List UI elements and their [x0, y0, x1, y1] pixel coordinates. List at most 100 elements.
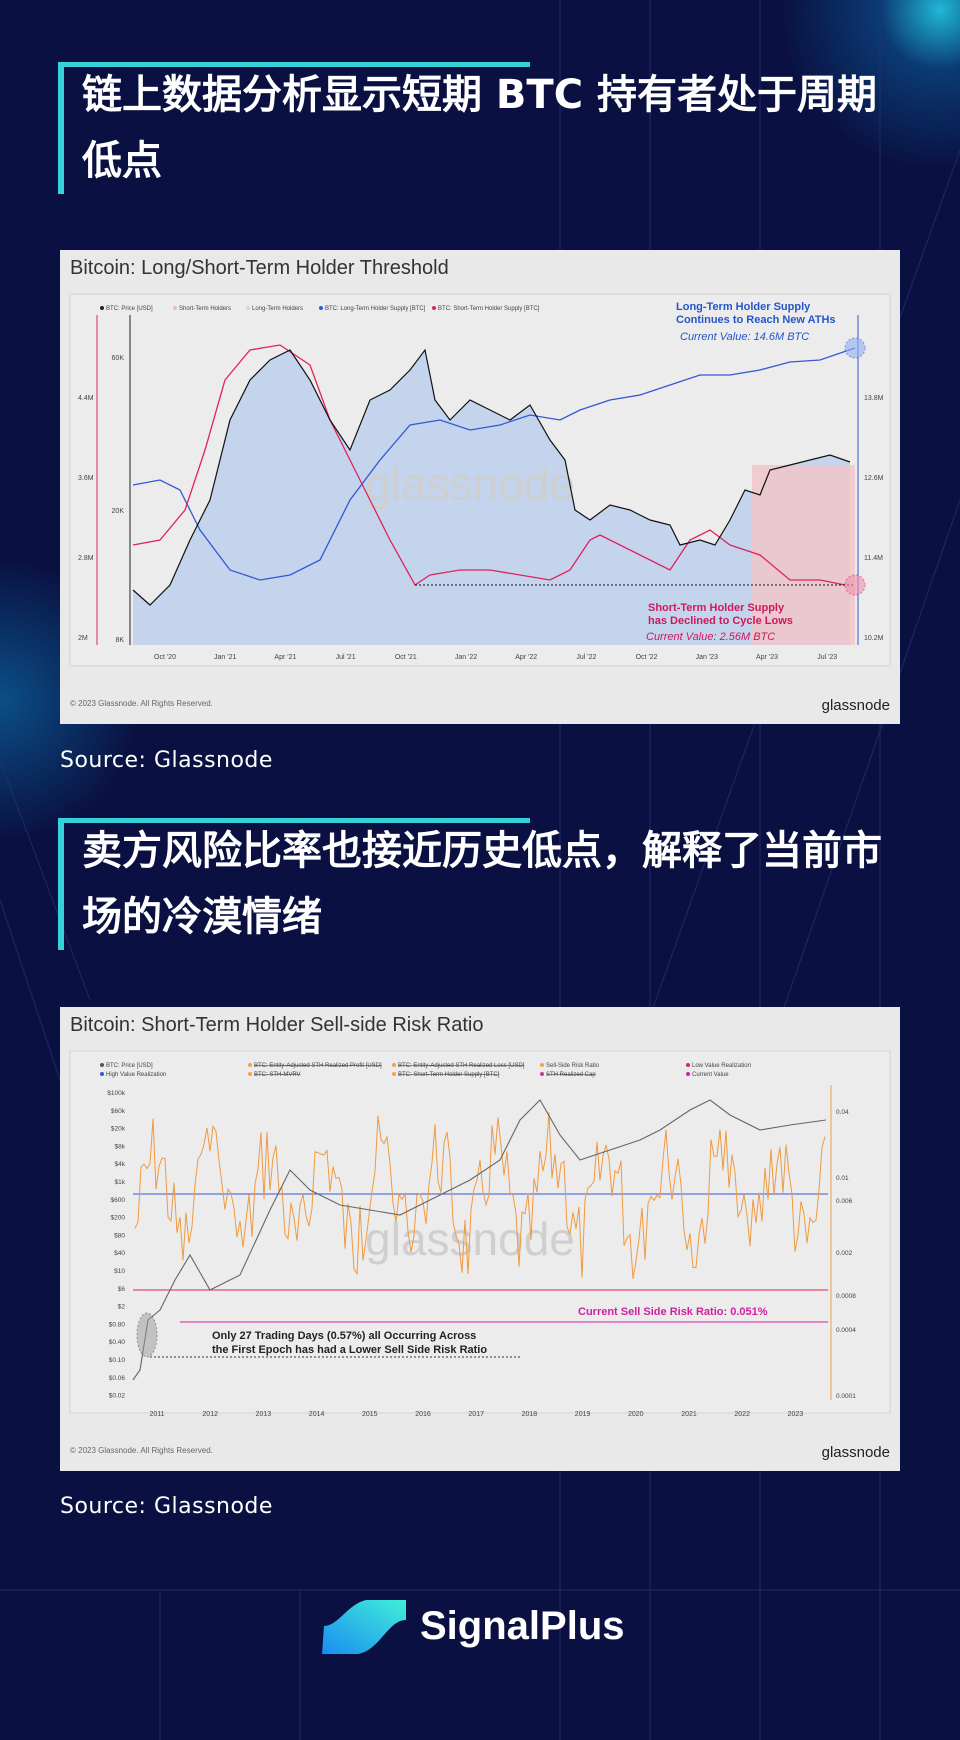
x-tick-label: Jan '21 — [214, 654, 236, 661]
annotation: Current Value: 14.6M BTC — [680, 331, 809, 343]
y2-tick-label: 0.0008 — [836, 1293, 856, 1300]
legend-item: BTC: Short-Term Holder Supply [BTC] — [438, 306, 540, 312]
y-tick-label: $100k — [107, 1090, 125, 1097]
highlight-region — [752, 465, 855, 645]
x-tick-label: 2017 — [468, 1411, 484, 1418]
annotation: has Declined to Cycle Lows — [648, 615, 793, 627]
y-tick-label: $60k — [111, 1108, 126, 1115]
x-tick-label: 2014 — [309, 1411, 325, 1418]
annotation: Short-Term Holder Supply — [648, 602, 785, 614]
y2-tick-label: 12.6M — [864, 475, 884, 482]
legend-item: BTC: Short-Term Holder Supply [BTC] — [398, 1072, 500, 1078]
legend-dot — [432, 306, 436, 310]
x-tick-label: 2015 — [362, 1411, 378, 1418]
x-tick-label: 2018 — [522, 1411, 538, 1418]
y2-tick-label: 11.4M — [864, 555, 883, 562]
price-line — [132, 348, 851, 606]
legend-item: BTC: Long-Term Holder Supply [BTC] — [325, 306, 426, 312]
y-tick-label: $80 — [114, 1232, 125, 1239]
legend-dot — [173, 306, 177, 310]
brand: glassnode — [822, 697, 890, 714]
copyright: © 2023 Glassnode. All Rights Reserved. — [70, 699, 213, 708]
legend-item: Short-Term Holders — [179, 306, 231, 312]
legend-item: Long-Term Holders — [252, 306, 303, 312]
y2-tick-label: 13.8M — [864, 395, 884, 402]
legend-dot — [392, 1063, 396, 1067]
lth-supply-line — [132, 347, 856, 581]
marker — [844, 337, 866, 359]
y-tick-label: $20k — [111, 1126, 126, 1133]
legend-item: High Value Realization — [106, 1072, 166, 1078]
y-tick-label: $10 — [114, 1268, 125, 1275]
y2-tick-label: 0.01 — [836, 1175, 849, 1182]
legend-dot — [100, 306, 104, 310]
y-tick-label: $200 — [111, 1215, 126, 1222]
x-tick-label: Oct '21 — [395, 654, 417, 661]
y2-tick-label: 0.04 — [836, 1109, 849, 1116]
x-tick-label: 2021 — [681, 1411, 697, 1418]
x-tick-label: Jul '22 — [576, 654, 596, 661]
y-tick-label: $0.80 — [109, 1321, 126, 1328]
logo-mark — [322, 1600, 406, 1654]
x-tick-label: 2016 — [415, 1411, 431, 1418]
y2-tick-label: 10.2M — [864, 635, 884, 642]
y-tick-label: $600 — [111, 1197, 126, 1204]
y-tick-label: $2 — [118, 1304, 126, 1311]
y-tick-label: $0.02 — [109, 1393, 126, 1400]
x-tick-label: 2023 — [788, 1411, 804, 1418]
y-tick-label: $6 — [118, 1286, 126, 1293]
sth-supply-line — [132, 344, 846, 586]
legend-dot — [100, 1072, 104, 1076]
x-tick-label: 2022 — [734, 1411, 750, 1418]
x-tick-label: Jul '23 — [817, 654, 837, 661]
watermark: glassnode — [365, 458, 575, 510]
legend-dot — [100, 1063, 104, 1067]
legend-item: BTC: Entity-Adjusted STH Realized Loss [… — [398, 1063, 525, 1069]
x-tick-label: Apr '23 — [756, 654, 778, 661]
heading: 链上数据分析显示短期 BTC 持有者处于周期低点 — [58, 62, 882, 194]
x-tick-label: Jul '21 — [336, 654, 356, 661]
y-tick-label: $8k — [115, 1143, 126, 1150]
y-tick-label: $4k — [115, 1161, 126, 1168]
x-tick-label: Oct '20 — [154, 654, 176, 661]
chart-title: Bitcoin: Long/Short-Term Holder Threshol… — [70, 257, 449, 279]
y2-tick-label: 0.002 — [836, 1250, 853, 1257]
x-tick-label: Apr '21 — [274, 654, 296, 661]
legend-item: BTC: Price [USD] — [106, 1063, 153, 1069]
logo: SignalPlus — [322, 1600, 625, 1654]
x-tick-label: 2020 — [628, 1411, 644, 1418]
y2-tick-label: 0.0001 — [836, 1393, 856, 1400]
annotation: Only 27 Trading Days (0.57%) all Occurri… — [212, 1330, 476, 1342]
y2-tick-label: 0.0004 — [836, 1327, 856, 1334]
price-line — [132, 1099, 827, 1381]
annotation: Current Sell Side Risk Ratio: 0.051% — [578, 1306, 768, 1318]
x-tick-label: 2011 — [149, 1411, 164, 1418]
legend-item: BTC: Entity-Adjusted STH Realized Profit… — [254, 1063, 382, 1069]
y-tick-label: $40 — [114, 1250, 125, 1257]
x-tick-label: Jan '22 — [455, 654, 477, 661]
legend-item: STH Realized Cap — [546, 1072, 596, 1078]
legend-dot — [540, 1072, 544, 1076]
annotation: Long-Term Holder Supply — [676, 301, 811, 313]
x-tick-label: Apr '22 — [515, 654, 537, 661]
legend-item: BTC: STH-MVRV — [254, 1072, 301, 1078]
legend-dot — [686, 1072, 690, 1076]
marker — [136, 1312, 158, 1358]
legend-dot — [540, 1063, 544, 1067]
y2-tick-label: 0.006 — [836, 1198, 853, 1205]
legend-dot — [246, 306, 250, 310]
annotation: Current Value: 2.56M BTC — [646, 631, 775, 643]
legend-dot — [392, 1072, 396, 1076]
chart-image: Bitcoin: Short-Term Holder Sell-side Ris… — [60, 1007, 900, 1471]
y-tick-label: $0.06 — [109, 1375, 126, 1382]
y-tick-label: 3.6M — [78, 475, 94, 482]
legend-item: Current Value — [692, 1072, 729, 1078]
price-tick-label: 60K — [112, 355, 125, 362]
x-tick-label: Oct '22 — [636, 654, 658, 661]
y-tick-label: 2.8M — [78, 555, 94, 562]
y-tick-label: $0.10 — [109, 1357, 126, 1364]
heading: 卖方风险比率也接近历史低点，解释了当前市场的冷漠情绪 — [58, 818, 882, 950]
brand: glassnode — [822, 1444, 890, 1461]
price-tick-label: 20K — [112, 508, 125, 515]
y-tick-label: 2M — [78, 635, 88, 642]
